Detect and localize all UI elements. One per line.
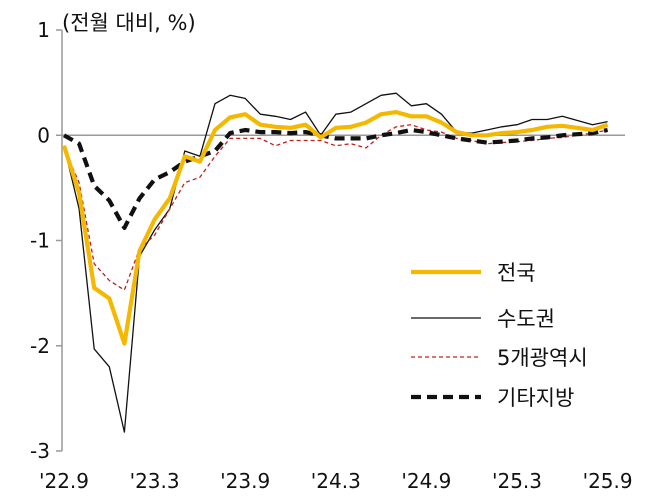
y-tick-label: -3	[30, 439, 50, 463]
series-line-3	[62, 127, 609, 230]
x-tick-label: '23.9	[220, 469, 270, 493]
y-tick-label: 1	[37, 18, 50, 42]
x-tick-label: '24.9	[401, 469, 451, 493]
x-tick-label: '25.3	[492, 469, 542, 493]
x-tick-label: '25.9	[583, 469, 633, 493]
x-tick-label: '24.3	[311, 469, 361, 493]
series-line-1	[63, 92, 608, 433]
x-tick-label: '22.9	[39, 469, 89, 493]
series-line-0	[61, 109, 609, 346]
legend-label-3: 기타지방	[497, 386, 574, 410]
y-tick-label: 0	[37, 123, 50, 147]
legend-label-2: 5개광역시	[497, 346, 588, 370]
y-tick-label: -2	[30, 334, 50, 358]
x-tick-label: '23.3	[130, 469, 180, 493]
y-tick-label: -1	[30, 229, 50, 253]
legend-label-0: 전국	[497, 261, 536, 285]
legend-label-1: 수도권	[497, 307, 555, 331]
unit-label: (전월 대비, %)	[62, 11, 196, 35]
